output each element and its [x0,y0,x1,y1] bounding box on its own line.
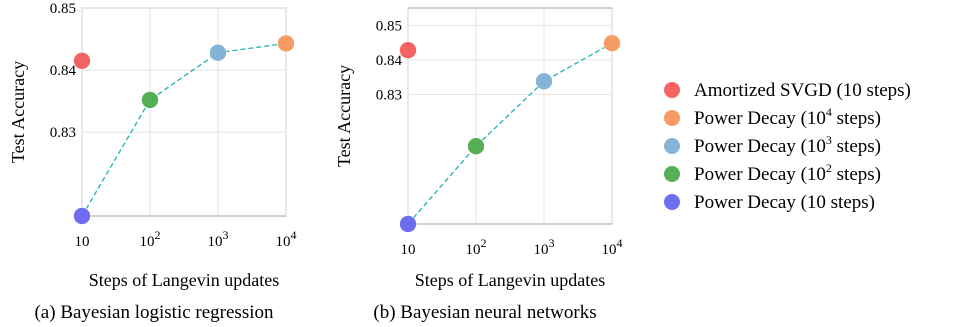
legend-label: Power Decay (102 steps) [694,161,881,185]
panel-neural-networks: 0.85 0.84 0.83 10 102 103 104 Steps of Langevin… [334,7,623,323]
legend-label: Power Decay (10 steps) [694,192,875,213]
y-tick-label: 0.83 [376,87,402,103]
data-point-power-1e4 [277,34,295,53]
y-axis-label: Test Accuracy [334,65,354,167]
plot-frame [407,7,613,225]
legend: Amortized SVGD (10 steps) Power Decay (10… [664,80,911,213]
legend-marker-power-1e4 [664,110,680,126]
panel-logistic-regression: 0.85 0.84 0.83 10 102 103 104 Steps of Langevin… [8,1,297,323]
x-tick-label: 102 [466,236,487,258]
x-tick-label: 104 [276,228,297,250]
plot-frame [81,7,287,217]
x-tick-label: 103 [208,228,229,250]
legend-label: Power Decay (103 steps) [694,133,881,157]
x-axis-label: Steps of Langevin updates [89,270,279,290]
y-tick-label: 0.84 [50,63,77,79]
legend-label: Amortized SVGD (10 steps) [694,80,911,101]
legend-marker-power-1e2 [664,166,680,182]
y-tick-label: 0.85 [376,18,402,34]
data-point-power-10 [399,215,417,233]
power-decay-line [407,42,613,225]
x-tick-label: 104 [602,236,623,258]
legend-marker-power-10 [664,194,680,210]
power-decay-line [81,42,287,217]
x-tick-label: 10 [75,234,90,250]
data-point-power-10 [73,207,91,225]
data-point-power-1e3 [209,43,227,62]
x-tick-label: 102 [140,228,161,250]
data-point-power-1e2 [141,91,159,109]
data-point-amortized [399,41,417,59]
panel-caption: (b) Bayesian neural networks [373,302,596,323]
y-tick-label: 0.85 [50,1,76,17]
legend-marker-power-1e3 [664,138,680,154]
legend-label: Power Decay (104 steps) [694,105,881,129]
y-tick-label: 0.84 [376,53,403,69]
data-point-power-1e3 [535,72,553,91]
data-point-power-1e2 [467,137,485,156]
data-point-power-1e4 [603,34,621,53]
data-point-amortized [73,51,91,70]
y-tick-label: 0.83 [50,125,76,141]
x-tick-label: 10 [401,242,416,258]
x-axis-label: Steps of Langevin updates [415,270,605,290]
legend-marker-amortized [664,82,680,98]
panel-caption: (a) Bayesian logistic regression [34,302,274,323]
y-axis-label: Test Accuracy [8,61,28,163]
x-tick-label: 103 [534,236,555,258]
